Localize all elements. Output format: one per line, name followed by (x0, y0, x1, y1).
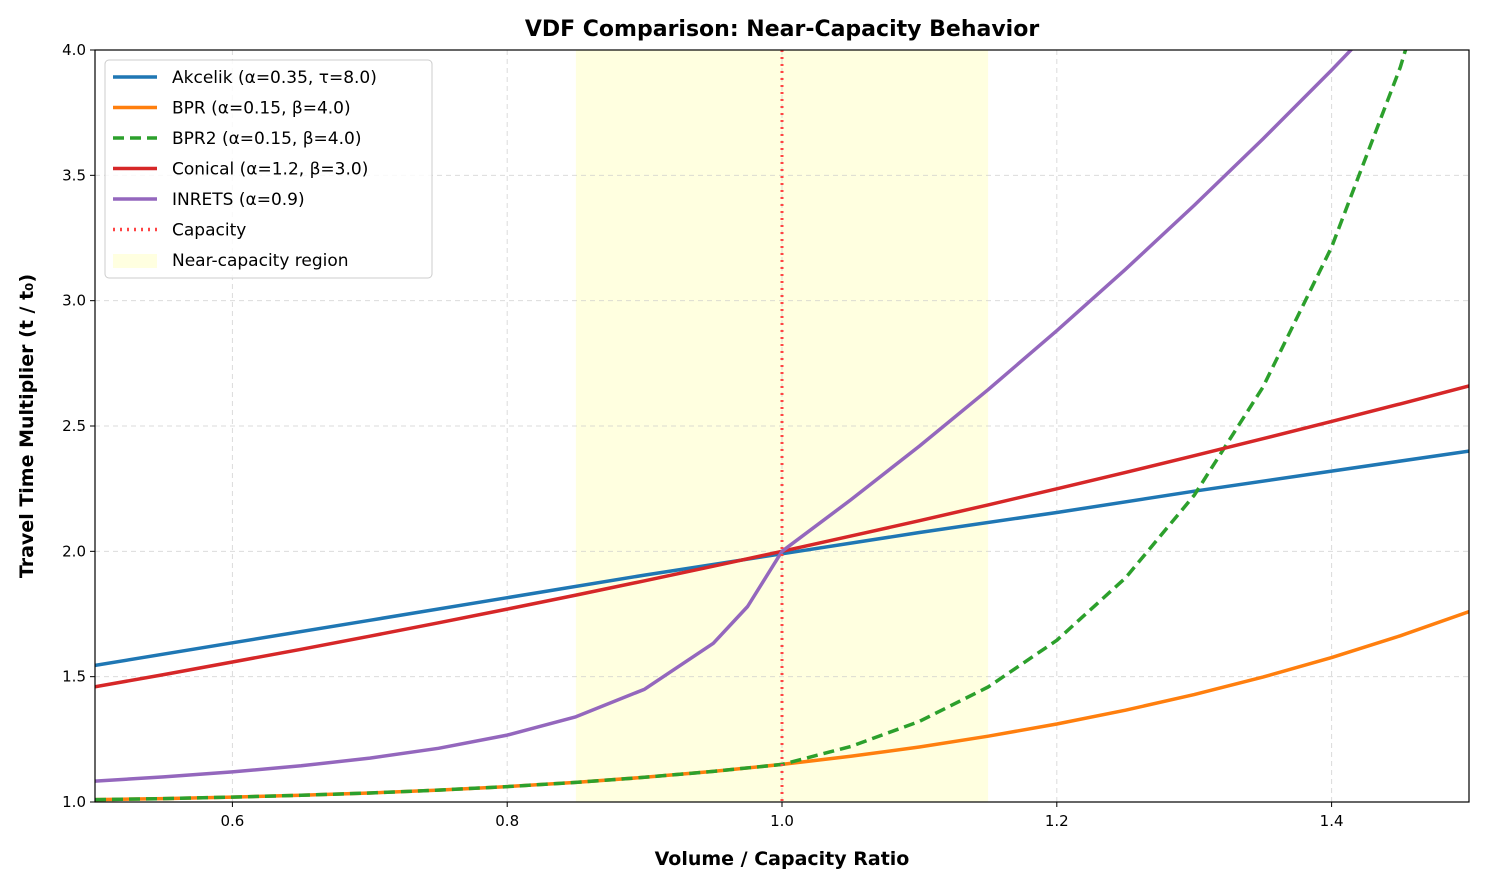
legend-label: Capacity (172, 221, 246, 241)
y-tick-label: 1.5 (62, 668, 86, 686)
y-tick-label: 3.0 (62, 292, 86, 310)
x-tick-label: 0.8 (495, 812, 519, 830)
chart-title: VDF Comparison: Near-Capacity Behavior (525, 17, 1040, 42)
x-tick-label: 1.0 (770, 812, 794, 830)
x-axis-label: Volume / Capacity Ratio (655, 848, 910, 870)
legend-label: Akcelik (α=0.35, τ=8.0) (172, 68, 377, 88)
y-axis-label: Travel Time Multiplier (t / t₀) (16, 274, 38, 578)
legend-box (104, 59, 433, 279)
legend-label: Near-capacity region (172, 251, 349, 271)
legend-swatch (113, 254, 157, 268)
legend-label: INRETS (α=0.9) (172, 190, 305, 210)
y-tick-label: 2.0 (62, 542, 86, 560)
y-tick-label: 4.0 (62, 41, 86, 59)
legend-label: Conical (α=1.2, β=3.0) (172, 160, 368, 180)
y-tick-label: 3.5 (62, 166, 86, 184)
y-tick-label: 2.5 (62, 417, 86, 435)
legend-label: BPR (α=0.15, β=4.0) (172, 99, 351, 119)
legend-label: BPR2 (α=0.15, β=4.0) (172, 129, 361, 149)
legend: Akcelik (α=0.35, τ=8.0) BPR (α=0.15, β=4.… (104, 59, 433, 279)
series-line-inrets (95, 50, 1354, 783)
x-tick-label: 1.2 (1045, 812, 1069, 830)
x-tick-label: 1.4 (1320, 812, 1344, 830)
x-tick-label: 0.6 (220, 812, 244, 830)
y-tick-label: 1.0 (62, 793, 86, 811)
